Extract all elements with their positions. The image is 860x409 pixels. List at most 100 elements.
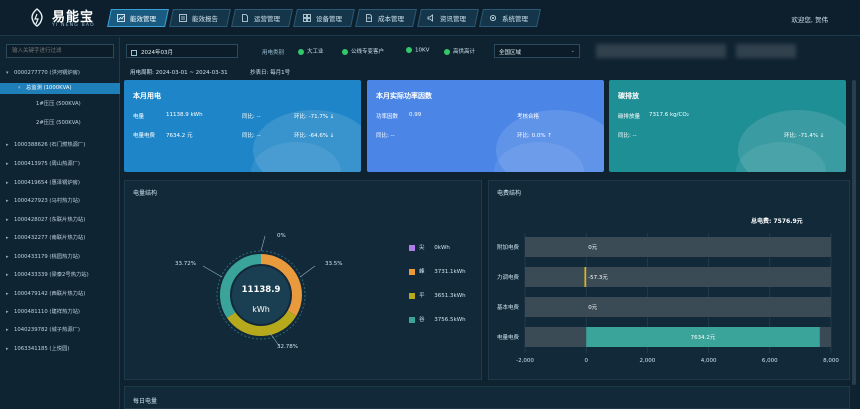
panel-title: 电费结构 (497, 190, 522, 197)
usage-mom: 环比: -71.7% ↓ (294, 114, 335, 120)
month-picker[interactable]: 2024年03月 (126, 44, 238, 58)
tree-item[interactable]: 2#压压 (500KVA) (36, 120, 81, 126)
x-tick-label: 2,000 (640, 358, 656, 364)
caret-down-icon: ▾ (6, 70, 9, 76)
document-icon (242, 14, 248, 22)
tree-item[interactable]: ▸ 1000419654 (惠泽锅炉房) (0, 178, 120, 189)
legend-swatch (409, 244, 415, 251)
card-power-factor: 本月实际功率因数 功率因数 0.99 考核合格 同比: -- 环比: 0.0% … (367, 80, 604, 172)
donut-center-value: 11138.9 (241, 285, 281, 295)
donut-center-unit: kWh (252, 305, 270, 314)
nav-label: 运营管理 (254, 15, 280, 23)
usage-yoy: 同比: -- (242, 114, 261, 120)
caret-right-icon: ▸ (6, 254, 9, 260)
card-carbon: 碳排放 碳排放量 7317.6 kg/CO₂ 同比: -- 环比: -71.4%… (609, 80, 846, 172)
tree-item[interactable]: ▸ 1000433339 (梁泰2号热力站) (0, 270, 120, 281)
tree-item[interactable]: ▸ 1040239782 (城子热源厂) (0, 325, 120, 336)
option-10kv[interactable]: 10KV (406, 47, 429, 54)
donut-segment-peak (260, 254, 302, 316)
welcome-user[interactable]: 欢迎您, 贺伟 (791, 16, 828, 24)
fee-value: 7634.2 元 (166, 133, 193, 139)
logo-icon (31, 8, 43, 27)
donut-segment-valley (220, 254, 262, 318)
tree-item[interactable]: ▸ 1000432277 (南联片热力站) (0, 233, 120, 244)
legend-item-sharp: 尖 0kWh (409, 243, 450, 251)
fee-label: 电量电费 (133, 133, 156, 139)
radio-dot-icon (406, 47, 412, 53)
option-high-supply[interactable]: 高供高计 (444, 47, 475, 55)
speaker-icon (427, 14, 433, 22)
leader-line (299, 265, 316, 278)
check-status: 考核合格 (517, 114, 540, 120)
radio-dot-icon (444, 48, 450, 55)
tree-item[interactable]: 1#压压 (500KVA) (36, 101, 81, 107)
legend-swatch (409, 268, 415, 275)
carbon-mom: 环比: -71.4% ↓ (784, 133, 825, 139)
nav-cost[interactable]: 成本管理 (355, 9, 417, 27)
tree-item-selected[interactable]: ▾ 总监测 (1000KVA) (0, 83, 120, 94)
tree-item[interactable]: ▾ 0000277770 (洪河锅炉房) (0, 68, 120, 79)
fee-yoy: 同比: -- (242, 133, 261, 139)
caret-right-icon: ▸ (6, 235, 9, 241)
card-decoration (496, 110, 604, 172)
caret-down-icon: ▾ (18, 85, 21, 91)
nav-energy-efficiency[interactable]: 能效管理 (107, 9, 169, 27)
nav-system[interactable]: 系统管理 (479, 9, 541, 27)
region-select[interactable]: 全国区域 ⌄ (494, 44, 580, 58)
caret-right-icon: ▸ (6, 272, 9, 278)
tree-item[interactable]: ▸ 1000479142 (西联片热力站) (0, 289, 120, 300)
legend-swatch (409, 292, 415, 299)
caret-right-icon: ▸ (6, 161, 9, 167)
nav-operations[interactable]: 运营管理 (231, 9, 293, 27)
card-decoration (738, 110, 846, 172)
bar-track (525, 297, 831, 317)
donut-center (232, 266, 290, 324)
tree-item[interactable]: ▸ 1000433179 (桃园热力站) (0, 252, 120, 263)
filter-bar: 2024年03月 用电类别 大工业 公线专变客户 10KV 高供高计 全国区域 ⌄ (126, 40, 850, 62)
leader-line (269, 332, 281, 348)
tree-item[interactable]: ▸ 1000481110 (建祥热力站) (0, 307, 120, 318)
factor-yoy: 同比: -- (376, 133, 395, 139)
donut-segment-flat (226, 310, 297, 336)
caret-right-icon: ▸ (6, 291, 9, 297)
tree-item[interactable]: ▸ 1000413975 (周山热源厂) (0, 159, 120, 170)
fee-mom: 环比: -64.6% ↓ (294, 133, 335, 139)
caret-right-icon: ▸ (6, 198, 9, 204)
option-large-industry[interactable]: 大工业 (298, 47, 324, 55)
tree-item[interactable]: ▸ 1000428027 (东联片热力站) (0, 215, 120, 226)
nav-efficiency-report[interactable]: 能效报告 (169, 9, 231, 27)
caret-right-icon: ▸ (6, 309, 9, 315)
nav-label: 能效管理 (130, 15, 156, 23)
nav-news[interactable]: 资讯管理 (417, 9, 479, 27)
billing-period: 用电周期: 2024-03-01 ~ 2024-03-31 (130, 70, 228, 76)
redacted-field (596, 44, 726, 58)
option-public-transformer[interactable]: 公线专变客户 (342, 47, 384, 55)
nav-label: 系统管理 (502, 15, 528, 23)
report-icon (179, 14, 187, 22)
grid-icon (303, 14, 311, 22)
tree-item[interactable]: ▸ 1063341185 (上悦园) (0, 344, 120, 355)
carbon-yoy: 同比: -- (618, 133, 637, 139)
sidebar-search-input[interactable] (6, 44, 114, 58)
tree-item[interactable]: ▸ 1000388626 (石门燃热源厂) (0, 140, 120, 151)
tree-item[interactable]: ▸ 1000427923 (马村热力站) (0, 196, 120, 207)
row-label: 附加电费 (497, 243, 520, 251)
carbon-label: 碳排放量 (618, 114, 641, 120)
card-title: 碳排放 (618, 92, 639, 100)
legend-item-valley: 谷 3756.5kWh (409, 315, 466, 323)
panel-title: 每日电量 (133, 398, 158, 405)
sidebar: ▾0000277770 (洪河锅炉房) ▾总监测 (1000KVA) 1#压压 … (0, 37, 120, 409)
total-fee: 总电费: 7576.9元 (751, 218, 803, 225)
bar-value-label: 0元 (588, 304, 597, 311)
card-title: 本月用电 (133, 92, 161, 100)
caret-right-icon: ▸ (6, 346, 9, 352)
card-decoration (253, 110, 361, 172)
nav-label: 资讯管理 (440, 15, 466, 23)
main-scrollbar[interactable] (852, 80, 856, 385)
donut-label-top: 0% (277, 233, 286, 239)
factor-value: 0.99 (409, 112, 422, 118)
meter-reading-date: 抄表日: 每月1号 (250, 70, 291, 76)
nav-equipment[interactable]: 设备管理 (293, 9, 355, 27)
factor-label: 功率因数 (376, 114, 399, 120)
